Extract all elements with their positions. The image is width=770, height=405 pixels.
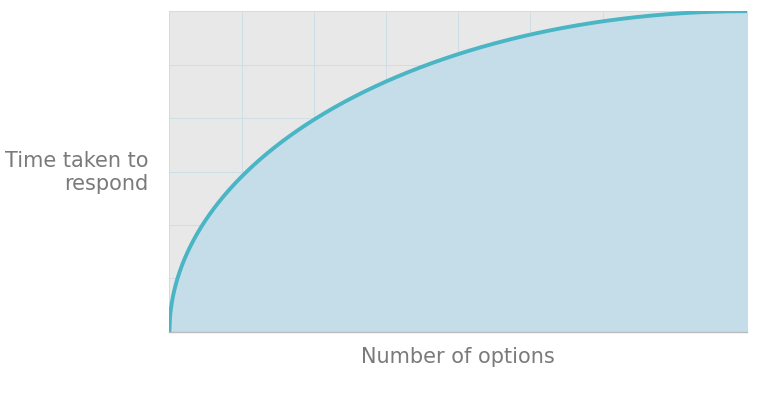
- Y-axis label: Time taken to
respond: Time taken to respond: [5, 151, 149, 194]
- X-axis label: Number of options: Number of options: [361, 346, 555, 366]
